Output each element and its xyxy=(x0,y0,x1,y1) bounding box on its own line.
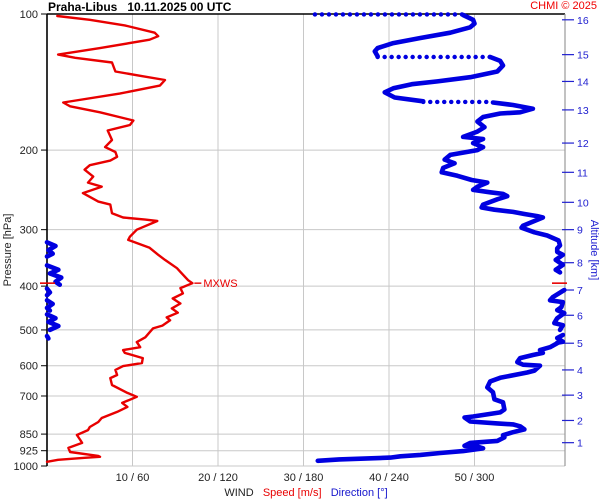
direction-curve xyxy=(44,240,58,259)
altitude-tick-label: 11 xyxy=(577,167,588,179)
x-tick-label: 40 / 240 xyxy=(369,472,409,484)
altitude-tick-label: 1 xyxy=(577,438,583,450)
altitude-tick-label: 7 xyxy=(577,285,583,297)
page-title: Praha-Libus 10.11.2025 00 UTC xyxy=(48,0,232,14)
direction-curve xyxy=(44,297,56,313)
altitude-tick-label: 14 xyxy=(577,76,589,88)
altitude-tick-label: 15 xyxy=(577,50,589,62)
direction-curve xyxy=(44,263,64,288)
legend-wind-label: WIND xyxy=(224,487,254,499)
pressure-tick-label: 600 xyxy=(20,361,38,373)
pressure-tick-label: 850 xyxy=(20,429,38,441)
speed-curve xyxy=(45,14,194,463)
direction-curve xyxy=(554,332,566,346)
x-tick-label: 30 / 180 xyxy=(284,472,324,484)
altitude-tick-label: 13 xyxy=(577,105,589,117)
x-tick-label: 10 / 60 xyxy=(116,472,150,484)
altitude-tick-label: 9 xyxy=(577,225,583,237)
direction-curve xyxy=(44,333,51,341)
altitude-tick-label: 8 xyxy=(577,258,583,270)
pressure-tick-label: 700 xyxy=(20,391,38,403)
pressure-tick-label: 200 xyxy=(20,145,38,157)
direction-curve xyxy=(382,54,506,104)
altitude-tick-label: 6 xyxy=(577,310,583,322)
pressure-axis-label: Pressure [hPa] xyxy=(2,213,14,287)
legend-direction-label: Direction [°] xyxy=(330,487,388,499)
altitude-tick-label: 16 xyxy=(577,15,589,27)
x-tick-label: 50 / 300 xyxy=(455,472,495,484)
direction-curve xyxy=(372,12,477,59)
altitude-tick-label: 10 xyxy=(577,197,589,209)
altitude-tick-label: 5 xyxy=(577,338,583,350)
altitude-tick-label: 3 xyxy=(577,390,583,402)
direction-curve xyxy=(44,286,53,298)
direction-curve xyxy=(315,340,560,464)
copyright-text: CHMI © 2025 xyxy=(530,0,597,12)
pressure-tick-label: 500 xyxy=(20,325,38,337)
direction-curve xyxy=(44,312,61,333)
pressure-tick-label: 300 xyxy=(20,225,38,237)
altitude-tick-label: 4 xyxy=(577,365,583,377)
pressure-tick-label: 925 xyxy=(20,446,38,458)
altitude-tick-label: 12 xyxy=(577,138,589,150)
wind-legend: WIND Speed [m/s] Direction [°] xyxy=(47,487,565,499)
altitude-tick-label: 2 xyxy=(577,415,583,427)
pressure-tick-label: 1000 xyxy=(14,461,38,473)
mxws-label: MXWS xyxy=(203,278,237,290)
x-tick-label: 20 / 120 xyxy=(198,472,238,484)
altitude-axis-label: Altitude [km] xyxy=(588,219,600,281)
legend-speed-label: Speed [m/s] xyxy=(262,487,322,499)
direction-curve xyxy=(439,100,566,275)
pressure-tick-label: 400 xyxy=(20,281,38,293)
pressure-tick-label: 100 xyxy=(20,9,38,21)
direction-curve xyxy=(547,287,567,333)
